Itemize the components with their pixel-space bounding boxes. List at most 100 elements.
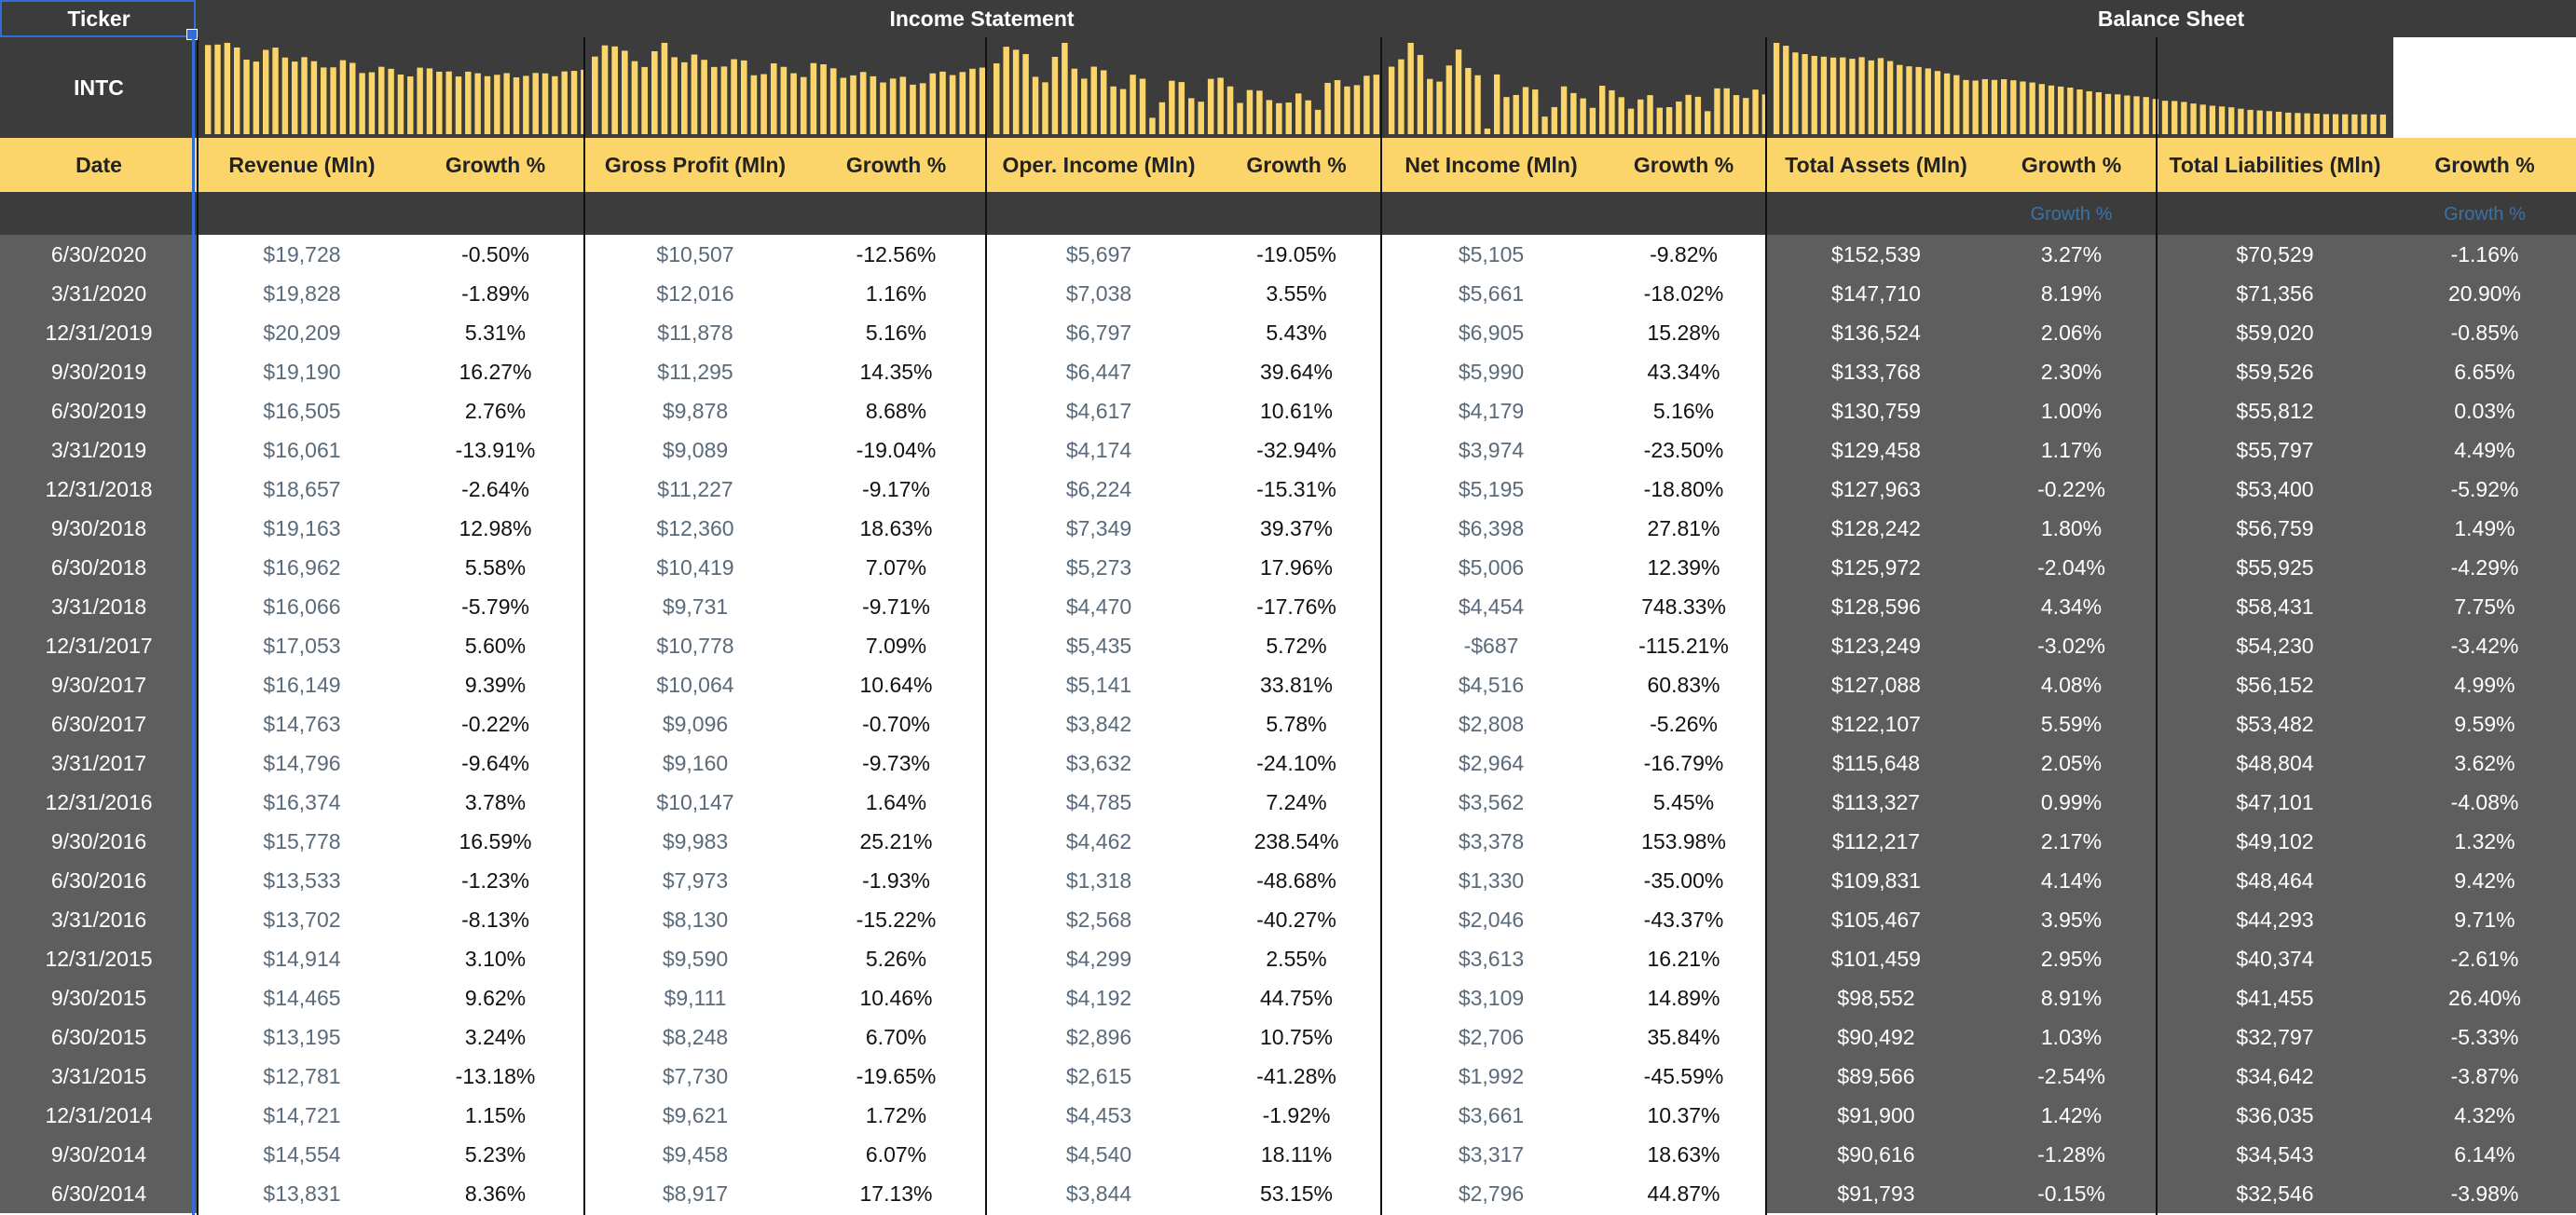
value-cell[interactable]: $2,615 [986, 1057, 1212, 1096]
growth-cell[interactable]: 44.87% [1601, 1174, 1766, 1213]
value-cell[interactable]: $5,273 [986, 548, 1212, 587]
date-cell[interactable]: 9/30/2016 [0, 822, 198, 861]
value-cell[interactable]: $13,702 [198, 900, 406, 939]
value-cell[interactable]: $3,842 [986, 704, 1212, 744]
growth-cell[interactable]: -1.16% [2393, 235, 2576, 274]
value-cell[interactable]: $32,546 [2157, 1174, 2393, 1213]
growth-cell[interactable]: -3.02% [1986, 626, 2157, 665]
value-cell[interactable]: $1,330 [1381, 861, 1601, 900]
value-cell[interactable]: $16,066 [198, 587, 406, 626]
growth-cell[interactable]: -1.28% [1986, 1135, 2157, 1174]
growth-cell[interactable]: 14.89% [1601, 978, 1766, 1017]
value-cell[interactable]: $6,224 [986, 470, 1212, 509]
date-cell[interactable]: 9/30/2017 [0, 665, 198, 704]
growth-cell[interactable]: 1.49% [2393, 509, 2576, 548]
value-cell[interactable]: $2,046 [1381, 900, 1601, 939]
growth-cell[interactable]: -32.94% [1212, 430, 1381, 470]
value-cell[interactable]: $16,374 [198, 783, 406, 822]
value-cell[interactable]: $71,356 [2157, 274, 2393, 313]
growth-cell[interactable]: 10.75% [1212, 1017, 1381, 1057]
growth-cell[interactable]: 9.39% [406, 665, 584, 704]
date-cell[interactable]: 3/31/2018 [0, 587, 198, 626]
value-cell[interactable]: $7,730 [584, 1057, 806, 1096]
growth-cell[interactable]: 25.21% [806, 822, 986, 861]
growth-cell[interactable]: -0.50% [406, 235, 584, 274]
growth-cell[interactable]: 39.37% [1212, 509, 1381, 548]
date-cell[interactable]: 6/30/2018 [0, 548, 198, 587]
growth-cell[interactable]: 6.07% [806, 1135, 986, 1174]
date-cell[interactable]: 9/30/2019 [0, 352, 198, 391]
growth-cell[interactable]: -5.92% [2393, 470, 2576, 509]
value-cell[interactable]: $9,878 [584, 391, 806, 430]
value-cell[interactable]: $11,878 [584, 313, 806, 352]
value-cell[interactable]: $115,648 [1766, 744, 1986, 783]
growth-cell[interactable]: -0.70% [806, 704, 986, 744]
value-cell[interactable]: $15,778 [198, 822, 406, 861]
growth-cell[interactable]: -0.15% [1986, 1174, 2157, 1213]
growth-cell[interactable]: -19.05% [1212, 235, 1381, 274]
growth-cell[interactable]: -0.22% [1986, 470, 2157, 509]
value-cell[interactable]: $34,543 [2157, 1135, 2393, 1174]
date-cell[interactable]: 9/30/2014 [0, 1135, 198, 1174]
value-cell[interactable]: $105,467 [1766, 900, 1986, 939]
growth-cell[interactable]: 1.03% [1986, 1017, 2157, 1057]
column-header[interactable]: Growth % [1212, 138, 1381, 192]
growth-cell[interactable]: -2.04% [1986, 548, 2157, 587]
value-cell[interactable]: $14,721 [198, 1096, 406, 1135]
growth-cell[interactable]: 15.28% [1601, 313, 1766, 352]
growth-cell[interactable]: 3.62% [2393, 744, 2576, 783]
value-cell[interactable]: $3,661 [1381, 1096, 1601, 1135]
value-cell[interactable]: $4,454 [1381, 587, 1601, 626]
value-cell[interactable]: $54,230 [2157, 626, 2393, 665]
value-cell[interactable]: $5,195 [1381, 470, 1601, 509]
growth-cell[interactable]: -12.56% [806, 235, 986, 274]
date-cell[interactable]: 3/31/2016 [0, 900, 198, 939]
growth-cell[interactable]: -16.79% [1601, 744, 1766, 783]
value-cell[interactable]: $4,179 [1381, 391, 1601, 430]
value-cell[interactable]: $152,539 [1766, 235, 1986, 274]
value-cell[interactable]: $55,812 [2157, 391, 2393, 430]
growth-cell[interactable]: 5.58% [406, 548, 584, 587]
value-cell[interactable]: $55,925 [2157, 548, 2393, 587]
value-cell[interactable]: $10,778 [584, 626, 806, 665]
value-cell[interactable]: $90,616 [1766, 1135, 1986, 1174]
growth-cell[interactable]: 4.34% [1986, 587, 2157, 626]
growth-cell[interactable]: -18.02% [1601, 274, 1766, 313]
growth-cell[interactable]: -43.37% [1601, 900, 1766, 939]
growth-cell[interactable]: 4.49% [2393, 430, 2576, 470]
column-header[interactable]: Growth % [806, 138, 986, 192]
growth-cell[interactable]: -15.31% [1212, 470, 1381, 509]
value-cell[interactable]: $44,293 [2157, 900, 2393, 939]
value-cell[interactable]: $4,617 [986, 391, 1212, 430]
date-cell[interactable]: 6/30/2020 [0, 235, 198, 274]
value-cell[interactable]: $125,972 [1766, 548, 1986, 587]
growth-cell[interactable]: -40.27% [1212, 900, 1381, 939]
value-cell[interactable]: $13,195 [198, 1017, 406, 1057]
growth-cell[interactable]: 18.63% [1601, 1135, 1766, 1174]
growth-cell[interactable]: 14.35% [806, 352, 986, 391]
growth-cell[interactable]: 17.96% [1212, 548, 1381, 587]
value-cell[interactable]: $128,596 [1766, 587, 1986, 626]
date-cell[interactable]: 6/30/2014 [0, 1174, 198, 1213]
value-cell[interactable]: $2,896 [986, 1017, 1212, 1057]
growth-cell[interactable]: 10.61% [1212, 391, 1381, 430]
growth-cell[interactable]: -4.08% [2393, 783, 2576, 822]
growth-cell[interactable]: 1.32% [2393, 822, 2576, 861]
date-cell[interactable]: 12/31/2019 [0, 313, 198, 352]
growth-cell[interactable]: 1.15% [406, 1096, 584, 1135]
value-cell[interactable]: $3,844 [986, 1174, 1212, 1213]
value-cell[interactable]: $56,152 [2157, 665, 2393, 704]
value-cell[interactable]: $41,455 [2157, 978, 2393, 1017]
value-cell[interactable]: $10,064 [584, 665, 806, 704]
value-cell[interactable]: $5,141 [986, 665, 1212, 704]
growth-cell[interactable]: -24.10% [1212, 744, 1381, 783]
column-header[interactable]: Oper. Income (Mln) [986, 138, 1212, 192]
date-column-header[interactable]: Date [0, 138, 198, 192]
value-cell[interactable]: $109,831 [1766, 861, 1986, 900]
growth-cell[interactable]: 1.17% [1986, 430, 2157, 470]
growth-cell[interactable]: -17.76% [1212, 587, 1381, 626]
value-cell[interactable]: $89,566 [1766, 1057, 1986, 1096]
growth-cell[interactable]: 3.24% [406, 1017, 584, 1057]
column-header[interactable]: Total Liabilities (Mln) [2157, 138, 2393, 192]
value-cell[interactable]: $7,038 [986, 274, 1212, 313]
